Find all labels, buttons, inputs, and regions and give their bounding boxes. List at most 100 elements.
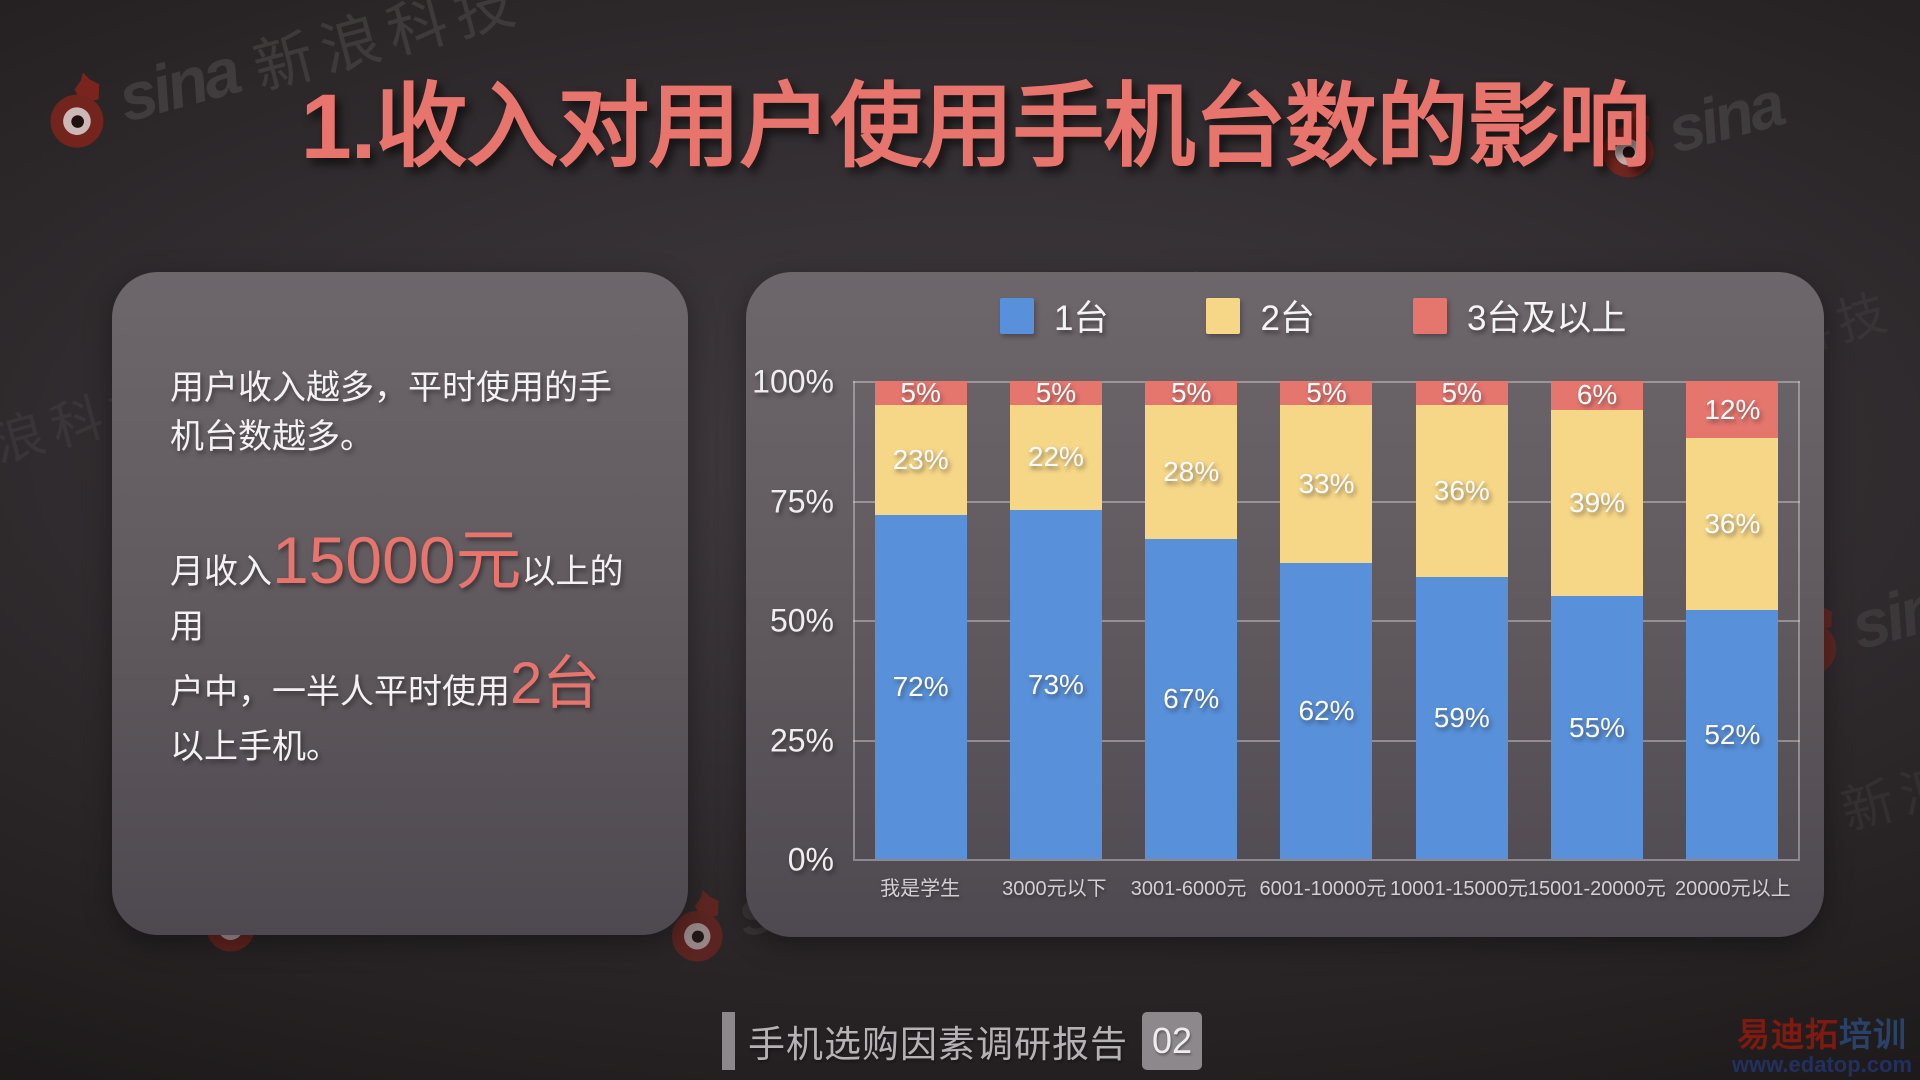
- bar-segment: 6%: [1551, 379, 1644, 411]
- legend-item: 2台: [1206, 290, 1315, 341]
- sina-brand-text: sina: [1843, 561, 1920, 665]
- bar-segment: 36%: [1686, 438, 1779, 611]
- highlight-value: 2台: [510, 650, 601, 716]
- gridline: [853, 859, 1800, 861]
- stacked-bar: 5% 36% 59%: [1415, 377, 1508, 859]
- bar-segment-label: 5%: [1306, 376, 1347, 408]
- info-paragraph-2: 月收入15000元以上的用 户中，一半人平时使用2台 以上手机。: [170, 527, 636, 775]
- stacked-bar: 5% 33% 62%: [1280, 377, 1373, 859]
- y-axis-tick: 50%: [769, 602, 834, 639]
- x-axis-label: 3001-6000元: [1130, 878, 1247, 900]
- edatop-watermark-url: www.edatop.com: [1731, 1051, 1912, 1077]
- stacked-bar: 6% 39% 55%: [1551, 379, 1644, 859]
- info-paragraph-1: 用户收入越多，平时使用的手机台数越多。: [170, 369, 612, 457]
- bar-column: 12% 36% 52%: [1665, 381, 1800, 859]
- bar-segment-label: 62%: [1298, 694, 1355, 726]
- bar-segment-label: 33%: [1298, 467, 1355, 499]
- stacked-bar: 5% 23% 72%: [874, 377, 967, 859]
- bar-segment: 67%: [1145, 538, 1238, 859]
- edatop-watermark-name: 易迪拓培训: [1736, 1016, 1907, 1054]
- page-number-badge: 02: [1142, 1012, 1202, 1070]
- page-title: 1.收入对用户使用手机台数的影响: [300, 76, 1651, 178]
- bar-segment-label: 5%: [900, 376, 941, 408]
- bar-segment-label: 52%: [1704, 718, 1761, 750]
- y-axis-tick: 100%: [752, 363, 834, 400]
- bar-segment: 23%: [874, 404, 967, 515]
- bar-segment: 5%: [1280, 377, 1373, 408]
- bar-segment-label: 6%: [1576, 379, 1618, 411]
- stacked-bar: 5% 28% 67%: [1145, 377, 1238, 859]
- bar-segment: 39%: [1551, 409, 1644, 597]
- x-axis-label: 6001-10000元: [1259, 878, 1387, 900]
- edatop-watermark: 易迪拓培训 www.edatop.com: [1731, 1016, 1912, 1077]
- bar-segment-label: 22%: [1027, 441, 1084, 473]
- bar-segment-label: 5%: [1441, 376, 1483, 408]
- legend-item: 1台: [1000, 290, 1108, 341]
- y-axis-tick: 75%: [769, 483, 834, 519]
- bar-column: 5% 36% 59%: [1394, 377, 1529, 859]
- bar-segment: 62%: [1280, 562, 1373, 859]
- bar-segment: 52%: [1686, 610, 1779, 859]
- stacked-bar: 5% 22% 73%: [1009, 377, 1102, 859]
- bar-column: 5% 23% 72%: [853, 377, 988, 859]
- chart-plot: 100% 75% 50% 25% 0% 5% 23% 72% 5% 22% 73% 5% 28% 67% 5…: [752, 364, 1800, 878]
- bar-segment-label: 59%: [1433, 701, 1490, 733]
- legend-swatch: [1206, 297, 1241, 334]
- footer: 手机选购因素调研报告 02: [722, 1012, 1202, 1070]
- bar-segment: 12%: [1686, 381, 1779, 439]
- footer-divider: [722, 1012, 735, 1070]
- bar-column: 5% 33% 62%: [1259, 377, 1394, 859]
- legend-label: 3台及以上: [1466, 299, 1627, 338]
- bar-column: 5% 22% 73%: [988, 377, 1123, 859]
- footer-report-title: 手机选购因素调研报告: [748, 1024, 1128, 1065]
- bar-segment: 22%: [1009, 404, 1102, 511]
- bar-columns: 5% 23% 72% 5% 22% 73% 5% 28% 67% 5% 33% 62% 5% 36% 59%…: [853, 377, 1800, 859]
- bar-segment: 36%: [1415, 404, 1508, 577]
- bar-segment-label: 23%: [892, 443, 949, 475]
- bar-segment-label: 39%: [1569, 486, 1626, 518]
- bar-column: 6% 39% 55%: [1529, 379, 1664, 859]
- bar-segment: 55%: [1551, 596, 1644, 859]
- legend-item: 3台及以上: [1412, 290, 1627, 341]
- x-axis-label: 20000元以上: [1675, 878, 1791, 900]
- info-text: 以上手机。: [170, 727, 340, 766]
- legend-label: 2台: [1260, 299, 1315, 338]
- bar-segment: 72%: [874, 514, 967, 859]
- x-axis-label: 10001-15000元: [1389, 878, 1528, 900]
- bar-segment-label: 67%: [1163, 682, 1220, 714]
- bar-segment: 5%: [1009, 377, 1102, 408]
- bar-segment: 5%: [1415, 377, 1508, 408]
- bar-segment: 5%: [1145, 377, 1238, 408]
- bar-segment-label: 36%: [1433, 474, 1490, 506]
- highlight-value: 15000元: [272, 522, 522, 597]
- bar-column: 5% 28% 67%: [1124, 377, 1259, 859]
- x-axis-labels: 我是学生 3000元以下 3001-6000元 6001-10000元 10001-15…: [853, 872, 1800, 901]
- chart-legend: 1台 2台 3台及以上: [1000, 290, 1626, 341]
- y-axis-tick: 0%: [787, 841, 834, 878]
- sina-brand-cn-text: 新浪科技: [1835, 723, 1920, 842]
- x-axis-label: 15001-20000元: [1527, 878, 1666, 900]
- bar-segment: 5%: [874, 377, 967, 408]
- bar-segment-label: 5%: [1170, 376, 1212, 408]
- bar-segment: 33%: [1280, 404, 1373, 563]
- x-axis-label: 3000元以下: [1002, 878, 1107, 900]
- y-axis-tick: 25%: [769, 722, 834, 758]
- bar-segment: 59%: [1415, 576, 1508, 859]
- legend-label: 1台: [1054, 299, 1109, 338]
- x-axis-label: 我是学生: [880, 878, 961, 900]
- info-text: 月收入: [170, 552, 272, 591]
- bar-segment: 73%: [1009, 510, 1102, 859]
- bar-segment-label: 36%: [1704, 508, 1761, 540]
- bar-segment-label: 12%: [1704, 393, 1761, 425]
- chart-card: 1台 2台 3台及以上 100% 75% 50% 25% 0% 5% 23% 72% 5% 22% 73…: [746, 272, 1824, 937]
- bar-segment: 28%: [1145, 404, 1238, 539]
- bar-segment-label: 5%: [1035, 376, 1077, 408]
- bar-segment-label: 28%: [1163, 455, 1220, 487]
- flame-icon: [691, 887, 722, 921]
- info-text: 以上的用 户中，一半人平时使用: [170, 552, 624, 711]
- info-card: 用户收入越多，平时使用的手机台数越多。 月收入15000元以上的用 户中，一半人…: [112, 272, 688, 935]
- bar-segment-label: 73%: [1027, 668, 1084, 700]
- legend-swatch: [1000, 297, 1034, 334]
- stacked-bar: 12% 36% 52%: [1686, 381, 1779, 859]
